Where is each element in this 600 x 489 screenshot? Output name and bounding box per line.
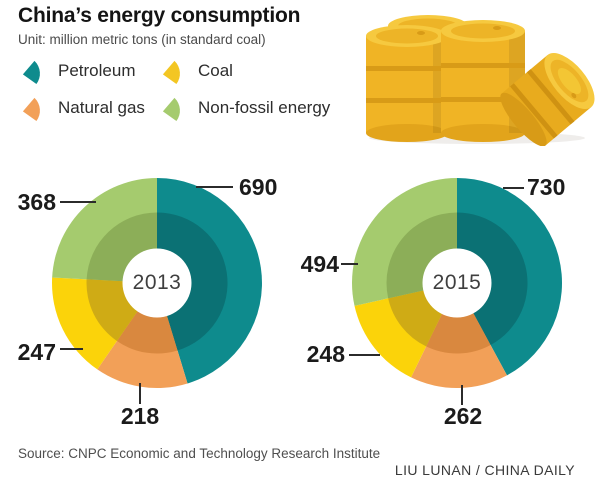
page-title: China’s energy consumption [18, 4, 301, 27]
legend-item-natural-gas: Natural gas [20, 94, 160, 122]
legend-label-petroleum: Petroleum [58, 61, 136, 80]
leader-line [349, 354, 380, 356]
donut-segment-natural-gas [426, 283, 491, 354]
legend-label-coal: Coal [198, 61, 233, 80]
leader-line [139, 383, 141, 404]
barrel-right [441, 20, 525, 142]
donut-hole [122, 248, 192, 318]
barrel-tilted [500, 52, 595, 146]
value-label-2015-petroleum: 730 [527, 174, 566, 200]
legend: Petroleum Coal Natural gas Non-fossil en… [20, 57, 360, 122]
coal-swatch-icon [162, 60, 180, 84]
value-label-2013-natural-gas: 218 [120, 403, 160, 429]
legend-item-petroleum: Petroleum [20, 57, 160, 85]
donut-segment-natural-gas [116, 283, 178, 354]
legend-label-non-fossil: Non-fossil energy [198, 98, 331, 117]
non-fossil-swatch-icon [162, 97, 180, 121]
source-note: Source: CNPC Economic and Technology Res… [18, 446, 381, 461]
oil-barrels-icon [366, 15, 595, 146]
donut-segment-petroleum [157, 212, 228, 351]
legend-label-natural-gas: Natural gas [58, 98, 145, 117]
legend-item-coal: Coal [160, 57, 360, 85]
leader-line [196, 186, 233, 188]
value-label-2013-coal: 247 [17, 339, 56, 365]
value-label-2013-petroleum: 690 [239, 174, 278, 200]
donut-2015-svg [351, 178, 563, 389]
leader-line [503, 187, 524, 189]
donut-chart-2015: 2015 [351, 177, 563, 389]
value-label-2015-coal: 248 [306, 341, 345, 367]
value-label-2015-natural-gas: 262 [443, 403, 483, 429]
barrel-left [366, 25, 448, 142]
legend-item-non-fossil: Non-fossil energy [160, 94, 360, 122]
donut-2015-year-label: 2015 [432, 271, 482, 294]
value-label-2013-non-fossil: 368 [17, 189, 56, 215]
leader-line [60, 201, 96, 203]
donut-2013-svg [52, 178, 262, 388]
leader-line [341, 263, 358, 265]
value-label-2015-non-fossil: 494 [300, 251, 339, 277]
petroleum-swatch-icon [22, 60, 40, 84]
natural-gas-swatch-icon [22, 97, 40, 121]
donut-hole [422, 248, 492, 318]
donut-2013-year-label: 2013 [132, 271, 182, 294]
donut-chart-2013: 2013 [51, 177, 263, 389]
leader-line [461, 385, 463, 405]
leader-line [60, 348, 83, 350]
unit-label: Unit: million metric tons (in standard c… [18, 32, 266, 47]
credit-line: LIU LUNAN / CHINA DAILY [394, 462, 575, 478]
